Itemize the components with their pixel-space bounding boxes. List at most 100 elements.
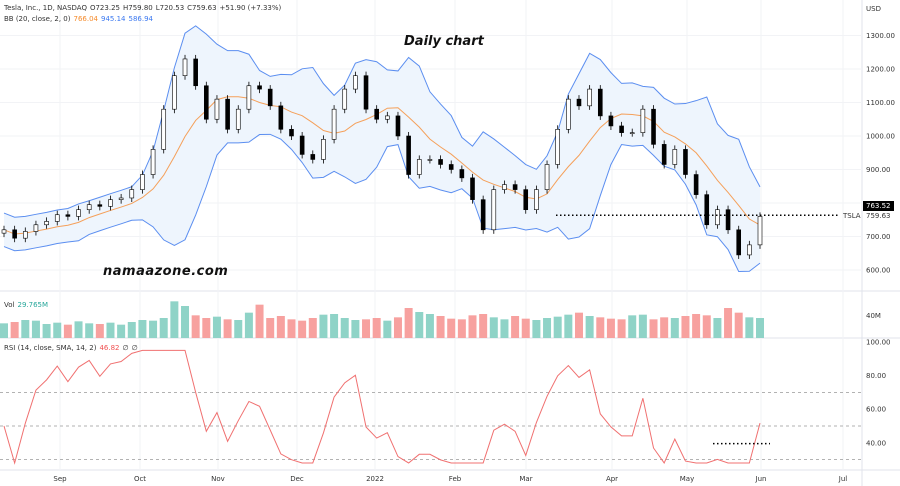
candle — [597, 88, 603, 117]
volume-bar — [521, 318, 530, 338]
candle — [470, 177, 475, 200]
volume-bar — [468, 315, 477, 338]
x-tick-label: Dec — [290, 475, 304, 483]
volume-bar — [574, 312, 583, 338]
candle — [651, 108, 656, 145]
volume-bar — [21, 320, 30, 338]
candle — [193, 58, 198, 87]
candle — [715, 209, 720, 226]
bb-basis-line — [3, 96, 761, 235]
candle — [299, 135, 305, 155]
candle — [661, 144, 667, 165]
candle — [395, 115, 401, 137]
candle — [140, 174, 145, 190]
volume-bar — [74, 321, 83, 338]
candle — [566, 98, 571, 130]
candle — [86, 204, 92, 211]
volume-bar — [713, 318, 722, 338]
candle — [544, 164, 550, 190]
candle — [22, 231, 28, 239]
candle — [182, 58, 188, 77]
volume-bar — [53, 322, 62, 338]
candle — [427, 159, 433, 161]
candle — [65, 214, 71, 217]
candle — [523, 189, 529, 211]
volume-bar — [255, 304, 264, 338]
volume-bar — [745, 317, 754, 338]
volume-bar — [372, 318, 381, 338]
volume-bar — [606, 318, 615, 338]
x-tick-label: Jun — [755, 475, 767, 483]
candle — [289, 129, 294, 137]
volume-bar — [489, 317, 498, 338]
volume-bar — [702, 315, 711, 338]
chart-title: Daily chart — [404, 34, 484, 49]
candle — [576, 98, 582, 107]
candle — [587, 88, 592, 107]
candle — [416, 159, 422, 175]
price-tick-label: 700.00 — [866, 233, 891, 241]
volume-bar — [63, 324, 72, 338]
volume-bar — [42, 324, 51, 338]
candle — [214, 98, 220, 120]
volume-bar — [564, 314, 573, 338]
volume-bar — [234, 320, 243, 338]
price-tick-label: 1000.00 — [866, 133, 895, 141]
volume-bar — [127, 322, 136, 338]
candle — [491, 189, 497, 231]
candle — [406, 135, 411, 175]
volume-bar — [298, 320, 307, 338]
candle — [129, 189, 135, 199]
volume-bar — [31, 320, 40, 338]
volume-bar — [244, 312, 253, 338]
x-tick-label: Sep — [53, 475, 67, 483]
candle — [448, 164, 454, 170]
hline-label: TSLA — [843, 212, 861, 220]
x-tick-label: Apr — [606, 475, 618, 483]
candle — [480, 199, 486, 231]
candle — [353, 75, 358, 90]
volume-bar — [660, 317, 669, 338]
candle — [267, 88, 273, 107]
volume-bar — [149, 320, 158, 338]
candle — [235, 108, 241, 130]
volume-bar — [266, 318, 275, 338]
candle — [629, 132, 635, 134]
price-tick-label: 600.00 — [866, 267, 891, 275]
candle — [97, 204, 103, 207]
volume-bar — [191, 315, 200, 338]
rsi-legend: RSI (14, close, SMA, 14, 2) 46.82 ∅ ∅ — [4, 344, 138, 352]
x-tick-label: Feb — [449, 475, 462, 483]
rsi-tick-label: 100.00 — [866, 339, 891, 347]
volume-bar — [159, 318, 168, 338]
candle — [757, 216, 763, 246]
candle — [1, 229, 7, 234]
volume-bar — [351, 320, 360, 338]
volume-bar — [276, 316, 285, 338]
volume-bar — [383, 320, 392, 338]
volume-bar — [223, 319, 232, 338]
volume-bar — [404, 308, 413, 338]
volume-bar — [212, 316, 221, 338]
x-tick-label: Mar — [519, 475, 532, 483]
volume-bar — [106, 322, 115, 338]
volume-bar — [447, 318, 456, 338]
volume-bar — [500, 319, 509, 338]
volume-bar — [617, 319, 626, 338]
candle — [725, 209, 731, 231]
candle — [257, 85, 262, 90]
currency-label: USD — [866, 5, 881, 13]
rsi-tick-label: 60.00 — [866, 406, 886, 414]
candle — [321, 139, 326, 160]
volume-bar — [85, 323, 94, 338]
price-tick-label: 1200.00 — [866, 66, 895, 74]
volume-bar — [724, 308, 733, 338]
rsi-tick-label: 80.00 — [866, 372, 886, 380]
x-tick-label: Nov — [211, 475, 225, 483]
price-tag: 763.52 — [863, 201, 894, 211]
candle — [331, 108, 337, 140]
volume-bar — [340, 318, 349, 338]
candle — [502, 184, 507, 190]
volume-bar — [479, 314, 488, 338]
